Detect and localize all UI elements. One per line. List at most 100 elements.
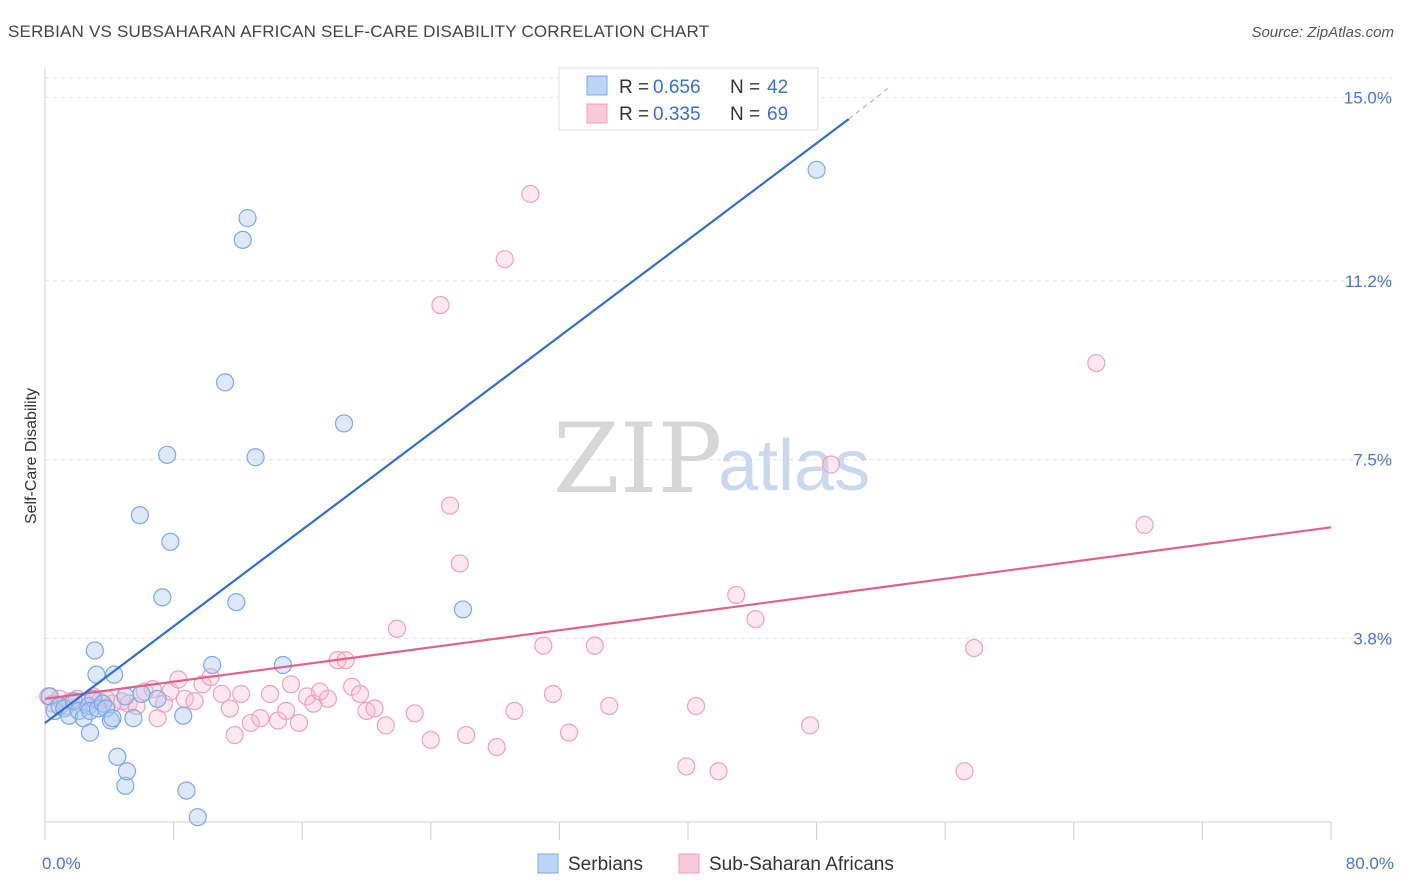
serbians-point [84,689,103,708]
africans-point [220,699,239,718]
serbians-point [158,445,177,464]
legend-swatch-serbians [586,75,608,96]
bottom-legend-swatch-serbians [537,853,559,874]
africans-point [1135,515,1154,534]
source-label: Source: ZipAtlas.com [1251,24,1394,41]
africans-point [821,455,841,474]
africans-point [495,250,514,269]
legend-n-value-africans: 69 [767,104,788,125]
series-serbians [40,160,826,827]
africans-point [965,638,984,658]
africans-point [365,699,384,718]
legend-r-label-africans: R = [619,104,649,125]
africans-point [450,554,469,573]
africans-point [405,704,424,723]
serbians-point [103,709,122,728]
africans-point [1087,353,1106,373]
serbians-point [153,588,172,607]
y-tick-label: 15.0% [1344,88,1392,107]
africans-point [686,696,706,716]
africans-point [350,684,370,704]
watermark-atlas: atlas [718,426,870,506]
serbians-point [124,709,143,728]
trend-line-serbians-extension [848,87,890,120]
serbians-point [116,776,135,795]
africans-point [232,684,251,704]
africans-point [955,762,974,781]
africans-point [225,725,244,745]
africans-point [600,696,619,716]
serbians-point [238,209,257,228]
axes [44,68,1332,840]
bottom-legend-serbians: Serbians [568,854,643,875]
x-tick-label-max: 80.0% [1346,854,1394,873]
serbians-point [177,781,196,800]
serbians-point [246,448,265,467]
serbians-point [174,706,193,725]
africans-point [376,716,395,735]
watermark-zip: ZIP [553,403,722,515]
bottom-legend-swatch-africans [678,853,700,874]
africans-point [534,636,553,655]
africans-point [559,723,579,742]
legend-n-value-serbians: 42 [767,77,788,98]
africans-point [585,636,604,655]
legend-r-value-serbians: 0.656 [653,77,701,98]
africans-point [289,713,309,733]
serbians-point [227,593,246,612]
africans-point [241,713,260,733]
legend-n-label-africans: N = [730,104,760,125]
legend-r-label-serbians: R = [619,77,649,98]
watermark: ZIP atlas [553,403,870,515]
serbians-point [188,808,207,827]
africans-point [251,709,270,728]
serbians-point [215,373,235,392]
africans-point [440,496,460,515]
africans-point [801,716,820,735]
serbians-point [93,694,112,713]
legend-bottom: Serbians Sub-Saharan Africans [537,853,894,875]
trend-line-serbians [44,118,850,724]
serbians-point [85,641,104,660]
legend-swatch-africans [586,103,608,124]
legend-r-value-africans: 0.335 [653,104,701,125]
serbians-point [233,230,252,249]
africans-point [260,684,280,704]
africans-point [457,725,476,745]
africans-point [421,730,440,749]
legend-top: R = 0.656 N = 42 R = 0.335 N = 69 [558,67,819,131]
serbians-point [105,665,124,684]
serbians-point [60,706,79,725]
y-tick-label: 11.2% [1345,272,1392,291]
serbians-point [116,687,135,706]
serbians-point [108,747,127,766]
serbians-point [80,723,100,742]
africans-point [677,757,696,776]
legend-n-label-serbians: N = [730,77,760,98]
serbians-point [453,600,473,619]
y-tick-label: 7.5% [1353,451,1392,470]
serbians-point [161,532,180,551]
y-axis-label: Self-Care Disability [23,388,40,524]
bottom-legend-africans: Sub-Saharan Africans [709,854,894,875]
trend-line-africans [44,526,1332,700]
africans-point [431,295,450,315]
africans-point [387,619,407,638]
africans-point [543,684,563,704]
serbians-point [273,655,293,675]
trend-lines [44,87,1332,724]
serbians-point [130,506,149,525]
serbians-point [807,160,826,179]
serbians-point [334,414,354,433]
chart-title: SERBIAN VS SUBSAHARAN AFRICAN SELF-CARE … [8,22,710,41]
africans-point [318,689,338,708]
tick-labels: 3.8% 7.5% 11.2% 15.0% 0.0% 80.0% [42,88,1394,873]
serbians-point [203,655,222,675]
africans-point [281,675,301,694]
africans-point [746,609,765,629]
serbians-point [117,762,137,781]
africans-point [505,701,524,720]
serbians-point [132,684,151,704]
africans-point [521,184,540,204]
serbians-point [96,699,116,718]
